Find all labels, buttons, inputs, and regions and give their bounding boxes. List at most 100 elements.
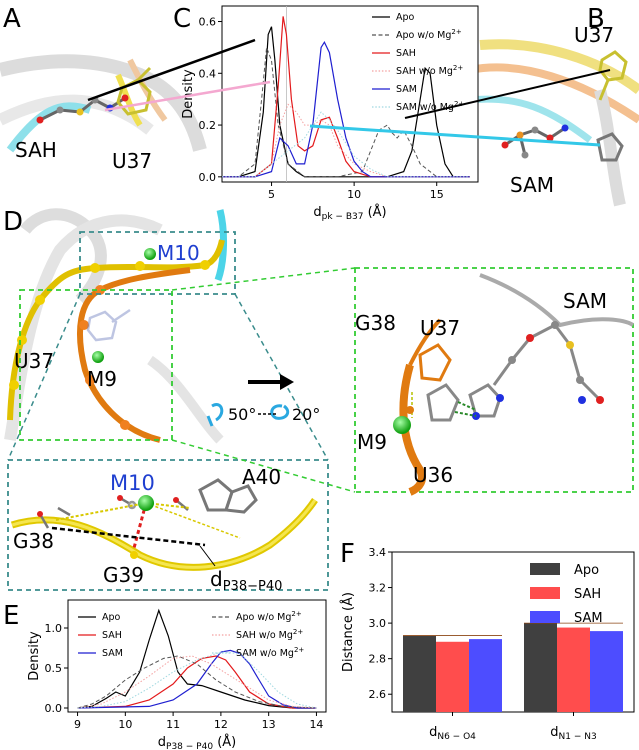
zoom-frame-m9 — [354, 267, 634, 493]
coordination-bond — [145, 502, 241, 539]
u36-base — [426, 383, 460, 422]
y-tick-label: 3.2 — [369, 582, 387, 595]
rna-backbone-orange — [399, 363, 426, 496]
y-tick-label: 0.6 — [199, 16, 217, 29]
x-tick-label: 13 — [262, 718, 276, 731]
chart-c: 5 10 15 0.0 0.2 0.4 0.6 dpk − B37 (Å) Density Apo… — [181, 5, 479, 222]
bar — [403, 635, 436, 712]
x-tick-label: 15 — [430, 188, 444, 201]
y-tick-label: 0.2 — [199, 119, 217, 132]
zoom-guide — [171, 439, 356, 493]
rna-backbone — [479, 273, 635, 328]
rna-ribbon-orange — [127, 58, 168, 122]
rotation-angle-2: 20° — [292, 405, 320, 424]
m9-label: M9 — [357, 430, 387, 454]
rna-backbone-yellow — [7, 239, 225, 421]
rotation-angle-1: 50° — [228, 405, 256, 424]
zoom-guide — [234, 293, 329, 461]
x-tick-label: 14 — [309, 718, 323, 731]
series-line — [222, 103, 470, 178]
x-tick-label: dN6 − O4 — [429, 725, 476, 742]
rotate-x-icon — [270, 404, 290, 420]
plot-area — [67, 599, 327, 713]
rna-ribbon — [594, 88, 626, 207]
series-line — [77, 655, 317, 709]
rna-ribbon — [4, 214, 163, 441]
legend-label: SAH — [396, 48, 416, 59]
coordination-bond — [55, 502, 147, 521]
phosphate-bead — [130, 551, 138, 559]
y-tick-label: 0.0 — [45, 702, 63, 715]
m10-label: M10 — [157, 241, 200, 265]
phosphate-bead — [406, 406, 414, 414]
sam-molecule — [468, 321, 604, 420]
hbond — [457, 401, 477, 411]
panel-d: D M10 U37 M9 — [3, 207, 635, 594]
chart-e: 9 10 11 12 13 14 0.0 0.5 1.0 dP38 − P40 (Å) Densit… — [27, 599, 327, 750]
connector-line — [104, 80, 271, 112]
panel-label: C — [173, 4, 191, 34]
sam-molecule — [501, 124, 569, 159]
x-axis-label: dpk − B37 (Å) — [313, 204, 386, 222]
a40-base — [198, 478, 258, 514]
rna-ribbon-cyan — [469, 95, 593, 143]
legend-label: Apo — [102, 612, 121, 623]
u37-base — [418, 343, 452, 382]
g39-label: G39 — [103, 563, 144, 587]
y-tick-label: 1.0 — [45, 622, 63, 635]
legend-label: Apo w/o Mg2+ — [236, 610, 302, 623]
rna-ribbon — [147, 355, 224, 444]
m10-label: M10 — [110, 471, 155, 495]
ligand-ghost — [86, 308, 131, 342]
y-axis-label: Density — [181, 69, 196, 119]
rna-backbone-yellow — [10, 498, 318, 571]
series-line — [222, 16, 470, 178]
series-line — [222, 26, 470, 178]
zoom-guide — [171, 267, 356, 291]
series-line — [77, 649, 317, 709]
u37-label: U37 — [574, 23, 614, 47]
sah-molecule — [36, 94, 129, 124]
zoom-view-m9: G38 U37 SAM M9 U36 — [355, 273, 635, 496]
arrow-head-icon — [280, 374, 294, 390]
panel-b: U37 SAM B — [469, 4, 639, 207]
x-tick-label: 12 — [214, 718, 228, 731]
y-tick-label: 0.5 — [45, 662, 63, 675]
u37-label: U37 — [112, 149, 152, 173]
legend-label: SAM — [574, 611, 603, 626]
y-tick-label: 3.4 — [369, 546, 387, 559]
legend-label: SAM — [102, 648, 123, 659]
legend-label: Apo — [574, 563, 599, 578]
y-tick-label: 3.0 — [369, 617, 387, 630]
rna-backbone-highlight — [11, 499, 317, 569]
m9-label: M9 — [87, 367, 117, 391]
panel-label: B — [587, 4, 605, 34]
legend-swatch — [530, 611, 560, 623]
mg-ion-m10 — [144, 248, 156, 260]
legend-label: SAH w/o Mg2+ — [396, 64, 463, 77]
legend-label: SAM w/o Mg2+ — [236, 646, 304, 659]
u36-label: U36 — [413, 463, 453, 487]
legend-label: Apo — [396, 12, 415, 23]
mg-ion-m9 — [393, 416, 411, 434]
panel-label: D — [3, 207, 23, 237]
bar — [469, 639, 502, 712]
zoom-guide — [7, 293, 81, 461]
bar — [590, 631, 623, 712]
x-tick-label: 9 — [74, 718, 81, 731]
connector-line — [404, 69, 611, 119]
u37-label: U37 — [420, 316, 460, 340]
distance-leader — [199, 545, 216, 567]
series-line — [222, 111, 470, 178]
rna-ribbon-cyan — [6, 102, 92, 153]
panel-a: SAH U37 A — [0, 4, 207, 173]
phosphate-beads — [9, 260, 210, 430]
u37-base — [116, 66, 152, 116]
y-tick-label: 2.6 — [369, 688, 387, 701]
mg-ion-m10 — [138, 495, 154, 511]
bar — [524, 623, 557, 712]
hbond — [454, 411, 477, 417]
u37-base — [598, 50, 628, 101]
x-tick-label: dN1 − N3 — [550, 725, 596, 742]
